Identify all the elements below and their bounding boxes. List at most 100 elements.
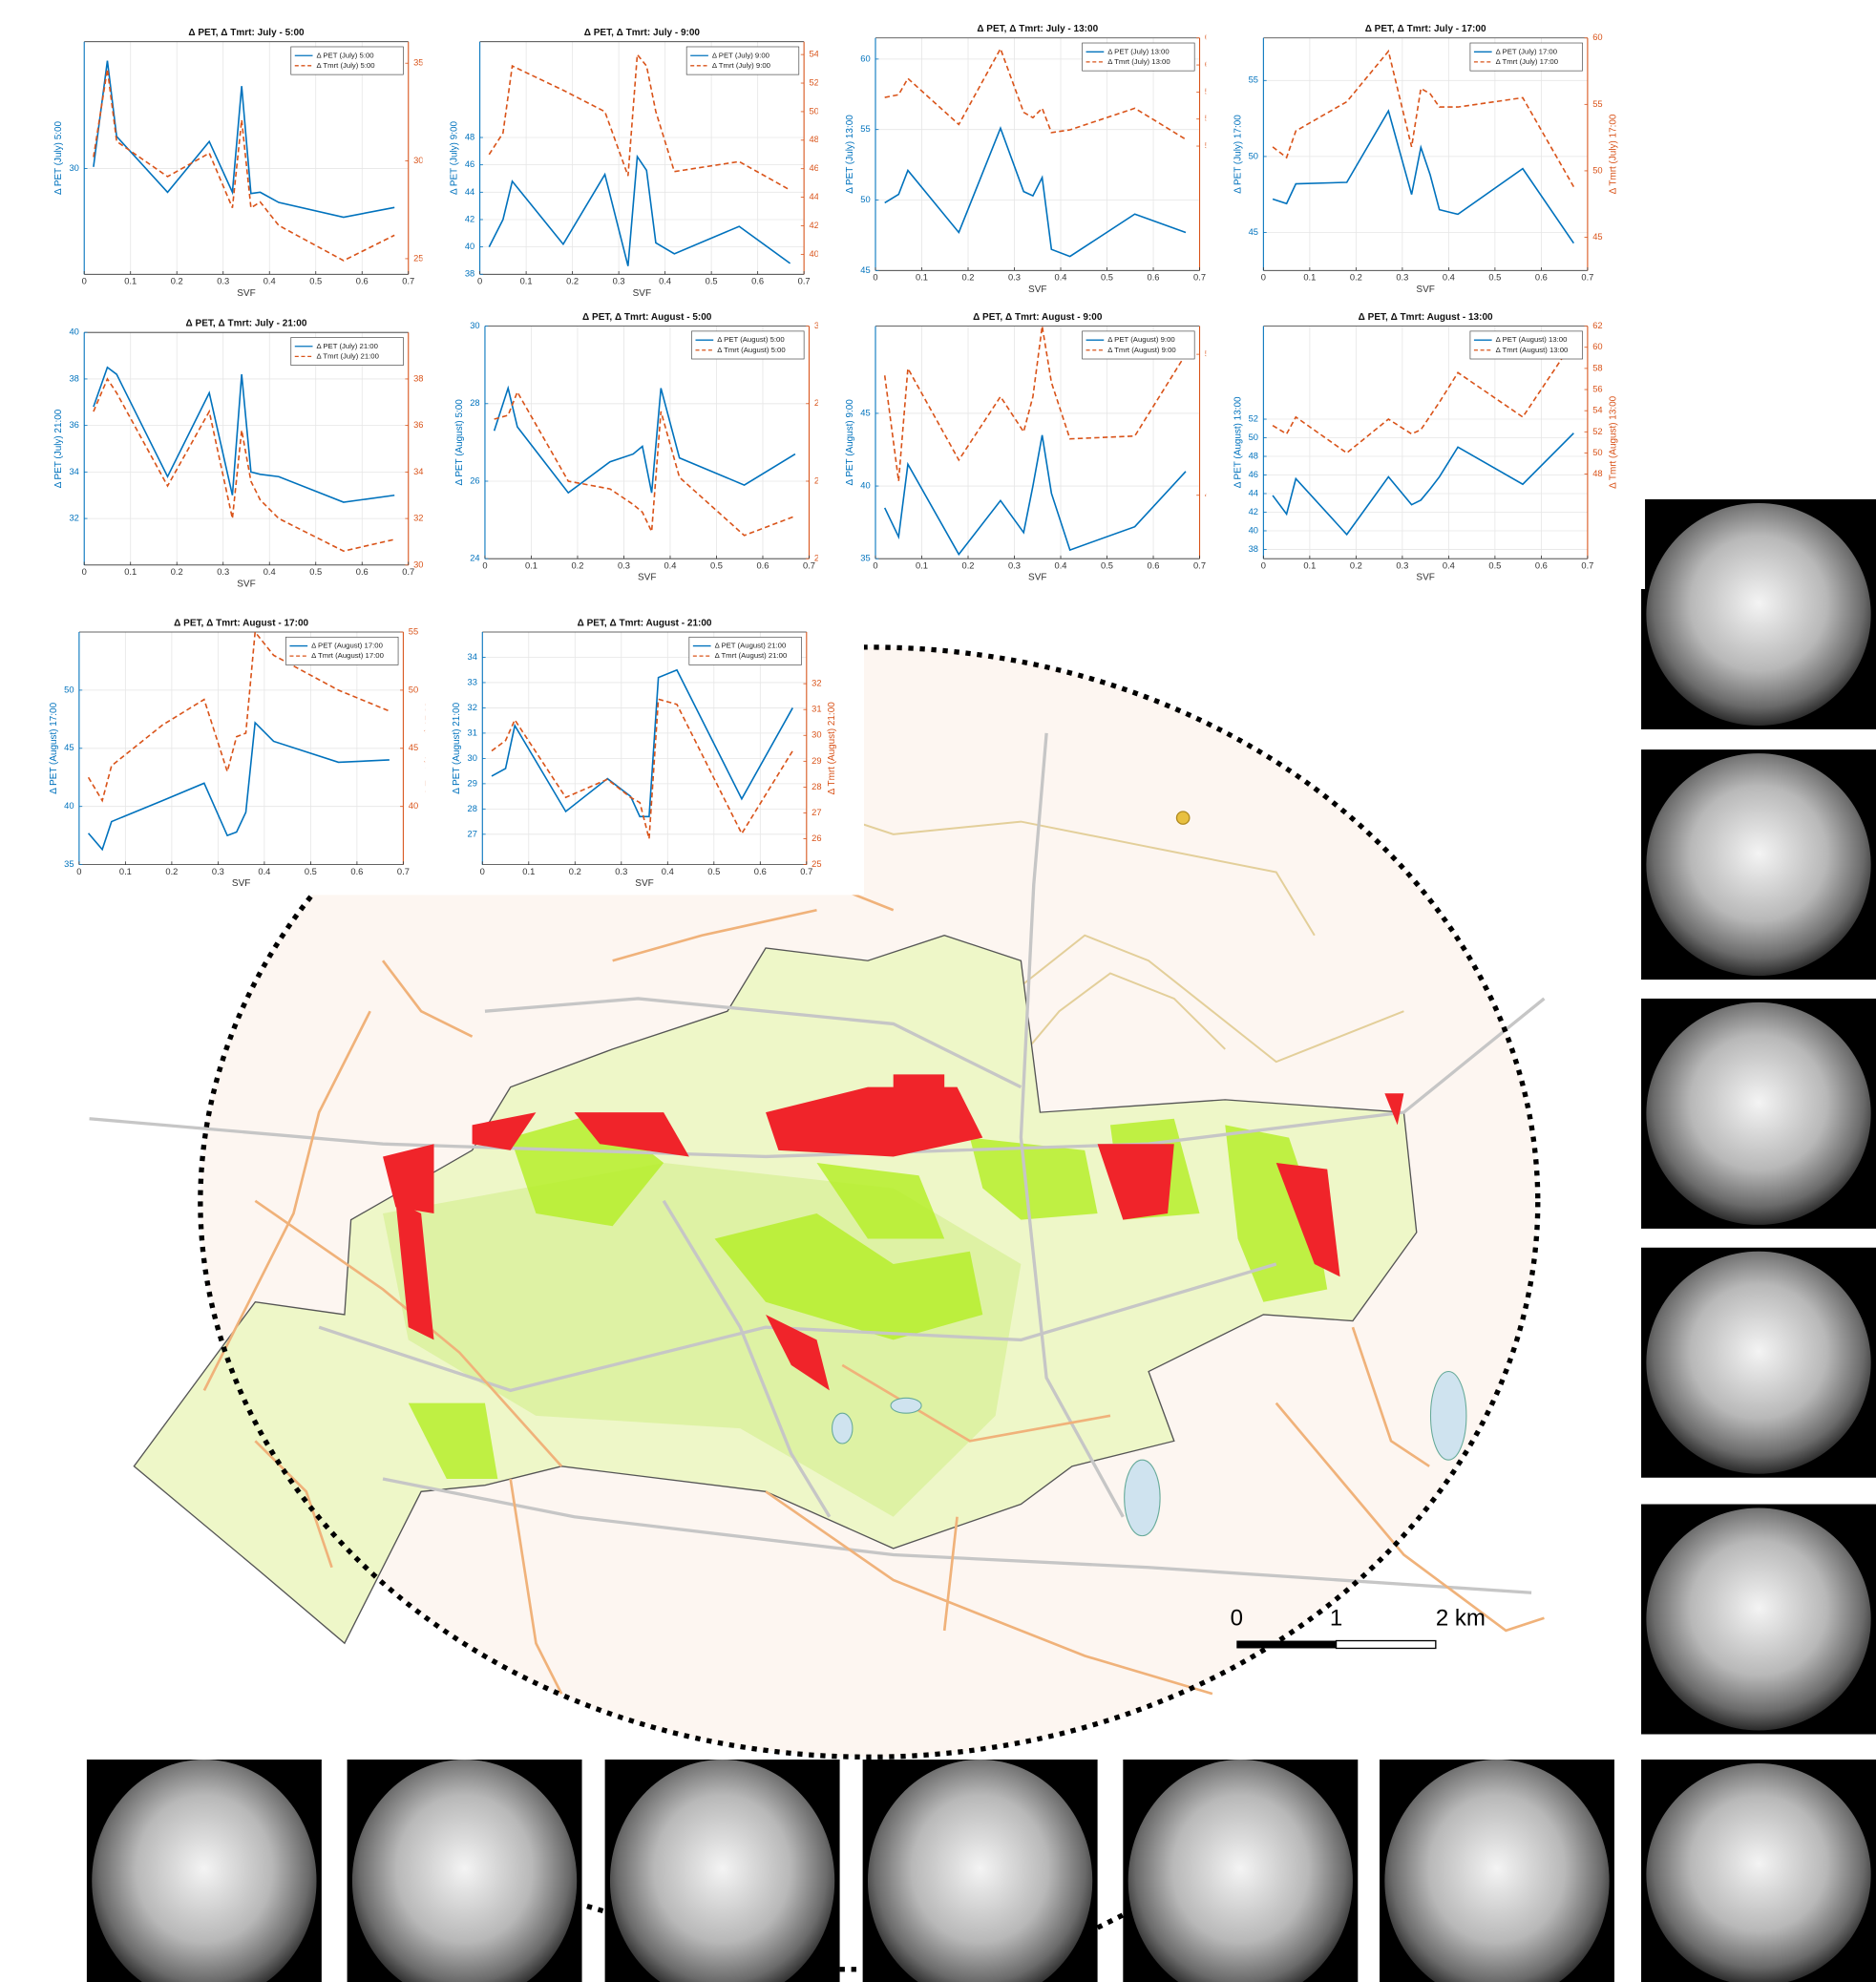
y2-tick-label: 50: [1592, 448, 1602, 457]
x-tick-label: 0.4: [1055, 273, 1067, 283]
y-tick-label: 50: [64, 685, 74, 694]
x-tick-label: 0: [82, 567, 87, 577]
y-tick-label: 45: [1249, 227, 1258, 237]
scale-label: 1: [1330, 1605, 1342, 1631]
x-tick-label: 0.3: [1008, 273, 1021, 283]
y-tick-label: 46: [465, 159, 474, 169]
x-tick-label: 0.1: [525, 561, 538, 571]
x-tick-label: 0.6: [1535, 273, 1548, 283]
y-tick-label: 40: [465, 242, 474, 251]
line-chart: 00.10.20.30.40.50.60.73540454050Δ PET, Δ…: [818, 301, 1257, 589]
x-tick-label: 0.7: [1581, 273, 1593, 283]
y2-tick-label: 30: [812, 730, 821, 740]
y2-tick-label: 26: [812, 833, 821, 843]
y-tick-label: 32: [69, 514, 78, 523]
y-tick-label: 32: [468, 703, 477, 712]
x-tick-label: 0: [482, 561, 487, 571]
line-chart: 00.10.20.30.40.50.60.72426283024262830Δ …: [428, 301, 867, 589]
legend-label: Δ PET (July) 9:00: [712, 51, 769, 59]
x-tick-label: 0: [1261, 273, 1266, 283]
x-axis-label: SVF: [633, 288, 651, 299]
legend-label: Δ PET (August) 21:00: [715, 642, 787, 650]
y2-tick-label: 28: [812, 782, 821, 791]
chart-title: Δ PET, Δ Tmrt: August - 5:00: [582, 312, 712, 323]
x-tick-label: 0.5: [305, 867, 317, 876]
legend-label: Δ Tmrt (July) 9:00: [712, 61, 770, 70]
zoom-link: [1098, 1915, 1124, 1928]
x-tick-label: 0.7: [402, 277, 414, 286]
y2-tick-label: 27: [812, 808, 821, 817]
x-tick-label: 0.4: [662, 867, 674, 876]
legend-label: Δ Tmrt (July) 13:00: [1107, 57, 1170, 66]
y-axis-label: Δ PET (August) 5:00: [454, 399, 465, 486]
line-chart: 00.10.20.30.40.50.60.7323436384030323436…: [27, 307, 466, 596]
x-tick-label: 0.4: [263, 567, 276, 577]
y2-tick-label: 25: [413, 253, 423, 263]
x-tick-label: 0: [82, 277, 87, 286]
x-tick-label: 0.3: [1396, 561, 1408, 571]
y-tick-label: 44: [1249, 488, 1258, 497]
line-chart: 00.10.20.30.40.50.60.7384042444648505248…: [1206, 301, 1645, 589]
x-tick-label: 0.2: [1350, 273, 1362, 283]
chart-title: Δ PET, Δ Tmrt: August - 13:00: [1359, 312, 1493, 323]
line-chart: 00.10.20.30.40.50.60.7455055605456586062…: [818, 12, 1257, 301]
x-tick-label: 0.4: [263, 277, 276, 286]
x-tick-label: 0.7: [397, 867, 410, 876]
y2-tick-label: 52: [1592, 427, 1602, 436]
y2-tick-label: 62: [1592, 321, 1602, 330]
x-tick-label: 0.7: [1193, 561, 1206, 571]
y-tick-label: 44: [465, 187, 474, 197]
x-tick-label: 0.7: [798, 277, 811, 286]
x-tick-label: 0.3: [613, 277, 625, 286]
y2-tick-label: 46: [809, 163, 818, 173]
chart-title: Δ PET, Δ Tmrt: July - 13:00: [977, 24, 1098, 34]
y2-tick-label: 55: [1592, 99, 1602, 109]
x-tick-label: 0.2: [566, 277, 579, 286]
fisheye-view: [1646, 1002, 1870, 1225]
y-tick-label: 34: [69, 467, 78, 476]
x-tick-label: 0.1: [916, 561, 928, 571]
y2-tick-label: 30: [413, 156, 423, 165]
chart-title: Δ PET, Δ Tmrt: August - 21:00: [578, 618, 712, 628]
x-tick-label: 0.1: [124, 567, 137, 577]
y-tick-label: 42: [1249, 507, 1258, 517]
y-axis-label: Δ PET (August) 13:00: [1233, 396, 1243, 488]
x-tick-label: 0.2: [569, 867, 581, 876]
y-tick-label: 36: [69, 420, 78, 430]
water: [1430, 1372, 1465, 1461]
y2-tick-label: 60: [1592, 32, 1602, 42]
x-tick-label: 0: [480, 867, 485, 876]
y-tick-label: 38: [69, 373, 78, 383]
x-tick-label: 0.6: [754, 867, 767, 876]
y2-tick-label: 55: [409, 626, 418, 636]
line-chart: 00.10.20.30.40.50.60.730253035Δ PET, Δ T…: [27, 16, 466, 305]
y2-tick-label: 29: [812, 756, 821, 766]
y-tick-label: 40: [69, 327, 78, 337]
legend-label: Δ Tmrt (July) 21:00: [317, 351, 379, 360]
legend-label: Δ Tmrt (July) 5:00: [317, 61, 375, 70]
chart-title: Δ PET, Δ Tmrt: July - 17:00: [1365, 24, 1486, 34]
y2-tick-label: 30: [413, 559, 423, 569]
y-tick-label: 31: [468, 727, 477, 737]
chart-title: Δ PET, Δ Tmrt: August - 17:00: [174, 618, 308, 628]
scale-bar: [1337, 1641, 1436, 1649]
y-tick-label: 40: [1249, 525, 1258, 535]
scale-label: 0: [1231, 1605, 1243, 1631]
y-axis-label: Δ PET (August) 9:00: [845, 399, 855, 486]
y2-axis-label: Δ Tmrt (July) 17:00: [1608, 114, 1618, 194]
x-tick-label: 0: [76, 867, 81, 876]
x-tick-label: 0.4: [1443, 273, 1455, 283]
y-tick-label: 33: [468, 677, 477, 686]
fisheye-view: [1646, 503, 1870, 726]
scale-label: 2 km: [1436, 1605, 1486, 1631]
legend-label: Δ Tmrt (August) 21:00: [715, 651, 788, 660]
x-tick-label: 0.3: [1396, 273, 1408, 283]
y-tick-label: 28: [468, 804, 477, 813]
y-tick-label: 42: [465, 214, 474, 223]
y-tick-label: 30: [470, 321, 479, 330]
y-axis-label: Δ PET (July) 5:00: [53, 121, 64, 195]
fisheye-view: [1646, 1763, 1870, 1982]
fisheye-view: [1646, 1508, 1870, 1731]
